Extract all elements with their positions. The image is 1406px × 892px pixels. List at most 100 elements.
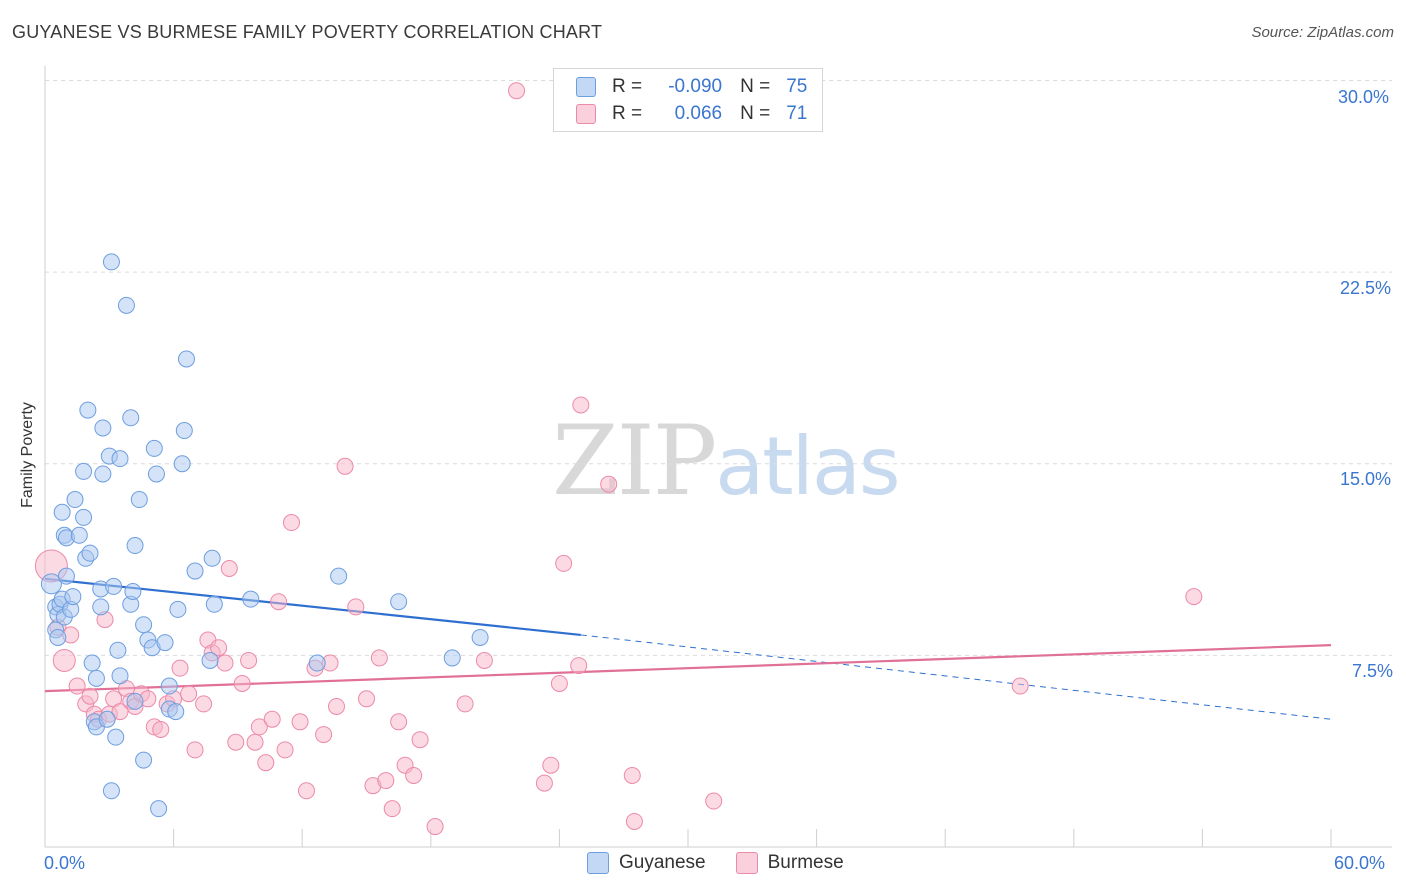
guyanese-point [57,567,75,585]
burmese-point [390,713,408,731]
burmese-point [52,648,76,672]
legend-n-label: N = [740,76,771,97]
guyanese-swatch [587,852,609,874]
burmese-point [550,674,568,692]
guyanese-point [390,593,408,611]
guyanese-trend-projection [580,634,1332,720]
y-tick-label-30: 30.0% [1338,87,1390,107]
burmese-point [227,733,245,751]
trend-lines [44,577,1332,720]
burmese-point [508,82,526,100]
burmese-point [186,741,204,759]
guyanese-point [160,677,178,695]
burmese-point [411,731,429,749]
guyanese-swatch [576,77,596,97]
burmese-point [250,718,268,736]
y-tick-label-7-5: 7.5% [1352,661,1394,681]
guyanese-point [79,401,97,419]
burmese-point [370,649,388,667]
legend-n-value: 71 [786,103,808,124]
legend-label-burmese: Burmese [767,852,844,873]
burmese-point [257,754,275,772]
chart-title: GUYANESE VS BURMESE FAMILY POVERTY CORRE… [12,22,603,42]
burmese-point [625,812,643,830]
guyanese-point [102,253,120,271]
legend-r-value: -0.090 [668,76,723,97]
x-tick-label-max: 60.0% [1334,853,1386,873]
burmese-point [81,687,99,705]
burmese-point [270,593,288,611]
burmese-point [276,741,294,759]
burmese-point [240,651,258,669]
guyanese-point [64,588,82,606]
burmese-point [291,713,309,731]
guyanese-point [70,526,88,544]
guyanese-point [177,350,195,368]
burmese-point [336,457,354,475]
burmese-point [152,720,170,738]
burmese-point [233,674,251,692]
guyanese-point [40,573,62,595]
guyanese-point [147,465,165,483]
burmese-point [347,598,365,616]
burmese-point [216,654,234,672]
guyanese-point [66,491,84,509]
burmese-point [327,697,345,715]
guyanese-point [173,455,191,473]
y-tick-label-22-5: 22.5% [1340,278,1392,298]
guyanese-point [135,751,153,769]
burmese-point [383,800,401,818]
burmese-point [282,514,300,532]
guyanese-point [169,600,187,618]
guyanese-point [83,654,101,672]
x-tick-label-min: 0.0% [44,853,86,873]
guyanese-point [203,549,221,567]
burmese-point [475,651,493,669]
guyanese-point [75,508,93,526]
guyanese-point [111,450,129,468]
guyanese-points [40,253,489,818]
guyanese-point [186,562,204,580]
legend-row-burmese: R = 0.066 N = 71 [576,101,807,127]
guyanese-point [145,439,163,457]
burmese-points [34,82,1203,836]
burmese-point [405,766,423,784]
legend-item-burmese: Burmese [735,852,844,874]
guyanese-point [107,728,125,746]
guyanese-point [122,409,140,427]
guyanese-point [94,465,112,483]
watermark: ZIPatlas [552,405,901,517]
burmese-point [246,733,264,751]
guyanese-point [130,491,148,509]
guyanese-point [126,692,144,710]
burmese-point [297,782,315,800]
guyanese-point [105,577,123,595]
guyanese-point [135,616,153,634]
burmese-point [535,774,553,792]
burmese-point [456,695,474,713]
guyanese-point [102,782,120,800]
y-tick-label-15: 15.0% [1340,469,1392,489]
guyanese-point [156,634,174,652]
guyanese-point [205,595,223,613]
legend-n-label: N = [740,103,771,124]
guyanese-point [126,537,144,555]
guyanese-point [443,649,461,667]
guyanese-point [94,419,112,437]
burmese-point [600,475,618,493]
guyanese-point [81,544,99,562]
watermark-zip: ZIP [552,405,717,517]
burmese-swatch [576,104,596,124]
guyanese-point [111,667,129,685]
legend-r-value: 0.066 [674,103,723,124]
burmese-point [68,677,86,695]
burmese-point [570,657,588,675]
burmese-point [705,792,723,810]
guyanese-point [330,567,348,585]
burmese-point [315,726,333,744]
burmese-point [220,560,238,578]
guyanese-point [167,703,185,721]
legend-item-guyanese: Guyanese [587,852,706,874]
guyanese-point [175,422,193,440]
